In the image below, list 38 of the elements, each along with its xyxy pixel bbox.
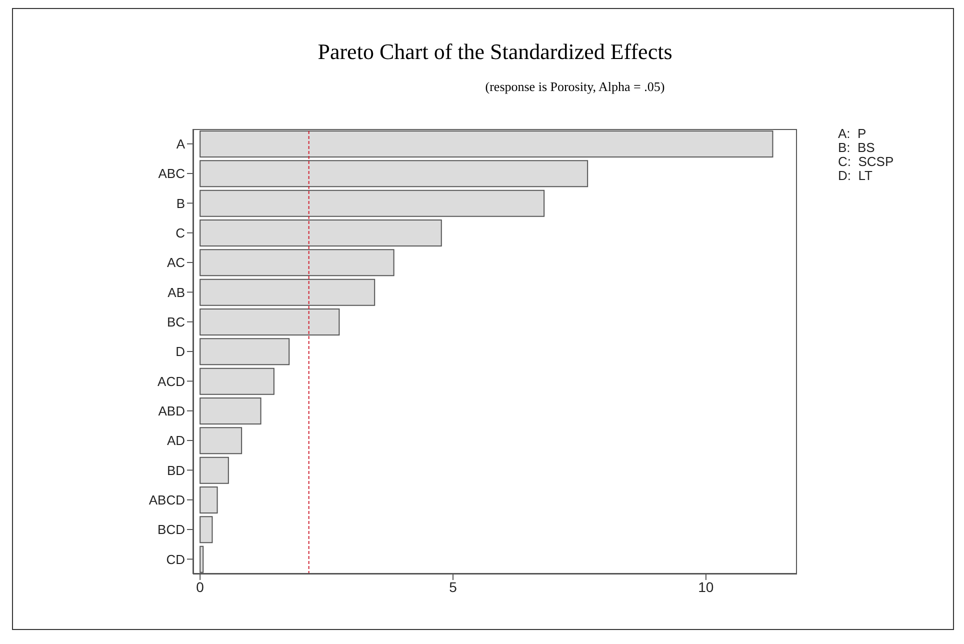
y-tick-label: D — [176, 344, 185, 360]
bar — [200, 486, 218, 514]
bar — [200, 249, 394, 276]
bar — [200, 368, 274, 395]
bar — [200, 456, 229, 484]
y-tick-label: ABD — [158, 403, 185, 418]
y-tick-label: BCD — [158, 522, 185, 538]
y-tick-label: BC — [166, 314, 185, 330]
text: C: SCSP — [838, 154, 894, 169]
y-tick-label: ABC — [158, 166, 185, 182]
bar — [200, 278, 376, 306]
y-tick-label: CD — [166, 552, 185, 567]
x-tick-label: 0 — [196, 578, 204, 595]
chart-title: Pareto Chart of the Standardized Effects — [316, 39, 674, 65]
chart-subtitle: (response is Porosity, Alpha = .05) — [484, 79, 666, 95]
y-tick-label: AD — [166, 433, 185, 448]
y-tick-label: A — [176, 136, 186, 152]
y-tick-label: ABCD — [148, 492, 185, 508]
y-tick-label: B — [176, 196, 185, 211]
bar — [200, 160, 588, 188]
bar — [200, 130, 774, 158]
y-tick-label: AB — [168, 284, 185, 300]
bar — [200, 190, 545, 217]
bar — [200, 398, 262, 424]
y-tick-label: C — [176, 225, 185, 240]
y-tick-label: AC — [166, 255, 185, 270]
bar — [200, 427, 242, 454]
x-tick-label: 10 — [698, 578, 714, 595]
bar — [200, 308, 340, 336]
y-tick-label: BD — [166, 462, 185, 478]
y-tick-label: ACD — [158, 374, 185, 389]
bar — [200, 338, 290, 366]
text: B: BS — [838, 140, 876, 155]
text: D: LT — [838, 168, 874, 183]
text: A: P — [838, 126, 868, 141]
x-tick-label: 5 — [449, 578, 458, 595]
bar — [200, 220, 442, 246]
bar — [200, 516, 213, 544]
